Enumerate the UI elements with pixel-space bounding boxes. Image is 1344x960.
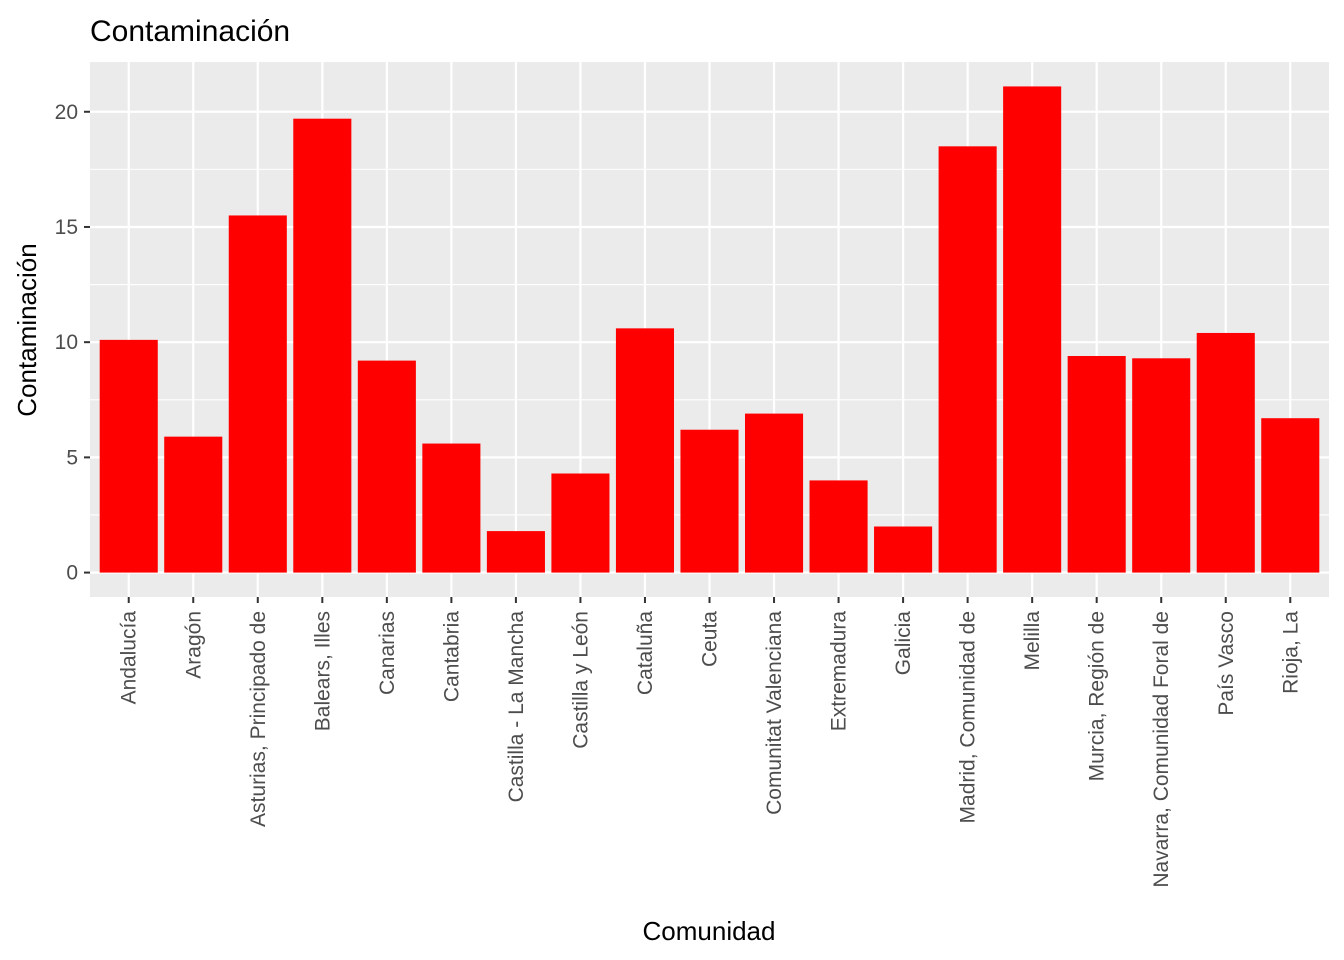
bar — [357, 360, 416, 573]
bar — [809, 480, 868, 573]
bar — [874, 526, 933, 573]
x-tick-label: Navarra, Comunidad Foral de — [1150, 611, 1173, 888]
x-tick-label: Rioja, La — [1279, 611, 1302, 694]
x-tick-label: Comunitat Valenciana — [763, 611, 786, 815]
bar — [744, 413, 804, 573]
x-tick-label: Murcia, Región de — [1086, 611, 1109, 781]
bar — [228, 215, 287, 573]
bar — [1261, 418, 1320, 573]
x-tick-label: Balears, Illes — [311, 611, 334, 731]
bar — [938, 146, 997, 573]
bar — [680, 429, 739, 573]
y-tick-label: 5 — [66, 446, 78, 469]
x-tick-label: Canarias — [376, 611, 399, 695]
bar — [99, 339, 158, 573]
y-tick-label: 10 — [55, 331, 78, 354]
x-tick-label: Castilla - La Mancha — [505, 611, 528, 803]
bar — [1003, 86, 1062, 573]
y-tick-label: 15 — [55, 216, 78, 239]
x-axis-ticks: Andalucía Aragón Asturias, Principado de Ba… — [118, 597, 1302, 888]
y-tick-label: 20 — [55, 101, 78, 124]
bar — [422, 443, 481, 573]
x-tick-label: Castilla y León — [569, 611, 592, 749]
bar — [1132, 358, 1191, 573]
bar — [486, 531, 545, 573]
bar — [1196, 332, 1255, 573]
y-tick-label: 0 — [66, 562, 78, 585]
x-tick-label: Galicia — [892, 611, 915, 676]
x-tick-label: Andalucía — [118, 611, 141, 705]
bars — [99, 86, 1320, 573]
bar — [551, 473, 610, 573]
bar — [293, 118, 352, 573]
x-tick-label: Aragón — [182, 611, 205, 679]
x-tick-label: Melilla — [1021, 611, 1044, 671]
bar — [164, 436, 223, 573]
x-tick-label: Ceuta — [699, 611, 722, 667]
y-axis-title: Contaminación — [12, 243, 42, 416]
x-axis-title: Comunidad — [643, 916, 776, 946]
x-tick-label: Extremadura — [828, 611, 851, 732]
bar — [1067, 355, 1126, 573]
chart-title: Contaminación — [90, 15, 290, 48]
y-axis-ticks: 0 5 10 15 20 — [55, 101, 90, 585]
x-tick-label: Madrid, Comunidad de — [957, 611, 980, 823]
x-tick-label: Asturias, Principado de — [247, 611, 270, 827]
x-tick-label: Cataluña — [634, 611, 657, 695]
x-tick-label: País Vasco — [1215, 611, 1238, 716]
bar — [615, 328, 675, 573]
x-tick-label: Cantabria — [440, 611, 463, 702]
